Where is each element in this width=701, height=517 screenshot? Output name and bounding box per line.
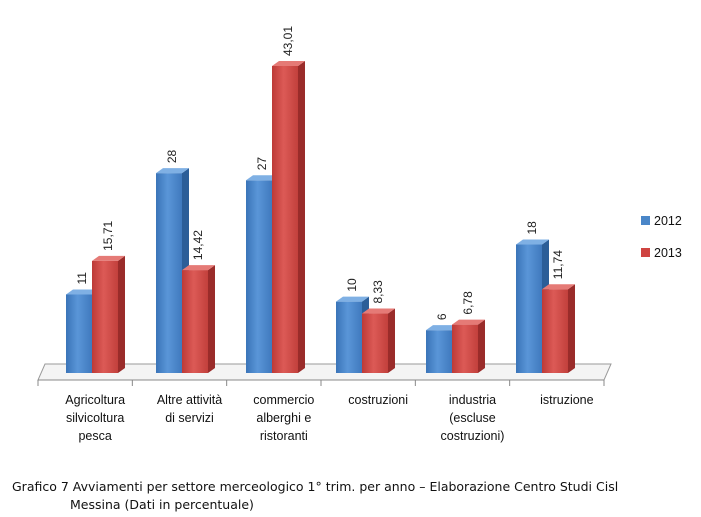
bar-top xyxy=(426,325,459,331)
bar-top xyxy=(156,168,189,174)
bar-front xyxy=(66,294,92,373)
data-label: 10 xyxy=(345,278,359,292)
bar-top xyxy=(542,284,575,290)
bar-top xyxy=(336,296,369,302)
bar-front xyxy=(246,180,272,373)
caption-line-1: Grafico 7 Avviamenti per settore merceol… xyxy=(12,479,619,494)
bar-2012-3 xyxy=(336,296,369,373)
data-label: 18 xyxy=(525,221,539,235)
value-labels: 11 15,71 28 14,42 27 43,01 10 8,33 6 6,78 18 11,74 xyxy=(75,26,565,321)
bar-top xyxy=(452,319,485,325)
legend-swatch xyxy=(641,248,650,257)
data-label: 43,01 xyxy=(281,26,295,56)
bar-top xyxy=(182,265,215,271)
data-label: 8,33 xyxy=(371,280,385,304)
data-label: 14,42 xyxy=(191,230,205,260)
bar-side xyxy=(478,319,485,373)
bar-side xyxy=(568,284,575,373)
bar-front xyxy=(182,270,208,373)
bar-top xyxy=(246,175,279,181)
bar-2013-2 xyxy=(272,61,305,373)
category-labels: Agricoltura silvicoltura pesca Altre attivi… xyxy=(65,393,593,443)
bar-front xyxy=(336,301,362,373)
bar-front xyxy=(426,330,452,373)
bar-2013-4 xyxy=(452,319,485,373)
bar-side xyxy=(208,265,215,373)
figure-caption: Grafico 7 Avviamenti per settore merceol… xyxy=(12,478,692,514)
caption-line-2: Messina (Dati in percentuale) xyxy=(70,497,254,512)
data-label: 15,71 xyxy=(101,221,115,251)
data-label: 6,78 xyxy=(461,291,475,315)
category-label: Agricoltura silvicoltura pesca xyxy=(65,393,125,443)
bar-top xyxy=(66,289,99,295)
legend-swatch xyxy=(641,216,650,225)
bar-front xyxy=(452,324,478,373)
data-label: 6 xyxy=(435,313,449,320)
bar-2013-5 xyxy=(542,284,575,373)
bar-front xyxy=(362,313,388,373)
category-label: costruzioni xyxy=(348,393,408,407)
bar-2013-0 xyxy=(92,255,125,373)
bar-front xyxy=(542,289,568,373)
category-label: commercio alberghi e ristoranti xyxy=(253,393,314,443)
category-label: istruzione xyxy=(540,393,594,407)
bar-side xyxy=(298,61,305,373)
bar-top xyxy=(272,61,305,66)
legend-label: 2013 xyxy=(654,246,682,260)
bars-group xyxy=(66,61,575,373)
data-label: 11,74 xyxy=(551,250,565,279)
bar-front xyxy=(516,244,542,373)
bar-front xyxy=(156,173,182,373)
data-label: 28 xyxy=(165,149,179,163)
bar-2012-4 xyxy=(426,325,459,373)
data-label: 11 xyxy=(75,272,89,285)
bar-top xyxy=(516,239,549,245)
bar-front xyxy=(272,66,298,373)
bar-2013-1 xyxy=(182,265,215,373)
bar-front xyxy=(92,260,118,373)
bar-top xyxy=(362,308,395,314)
category-label: industria (escluse costruzioni) xyxy=(441,393,505,443)
bar-side xyxy=(118,255,125,373)
data-label: 27 xyxy=(255,157,269,171)
legend: 2012 2013 xyxy=(641,214,682,260)
bar-side xyxy=(388,308,395,373)
bar-2013-3 xyxy=(362,308,395,373)
bar-top xyxy=(92,255,125,261)
category-label: Altre attività di servizi xyxy=(157,393,222,425)
legend-label: 2012 xyxy=(654,214,682,228)
